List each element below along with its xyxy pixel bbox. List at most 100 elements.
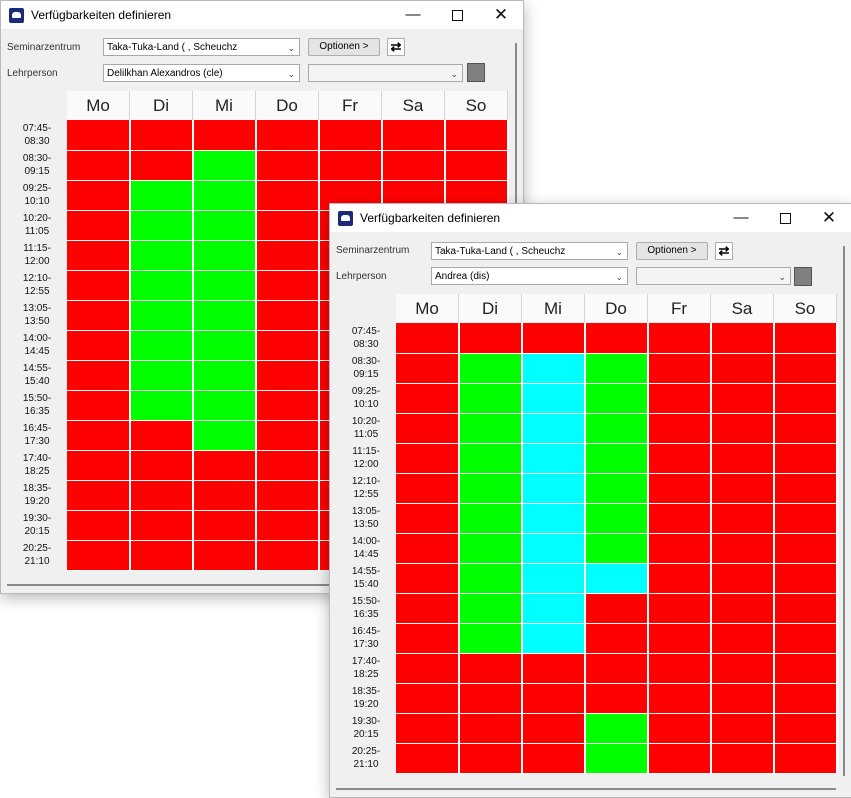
availability-cell[interactable] (710, 593, 775, 624)
availability-cell[interactable] (396, 323, 460, 354)
availability-cell[interactable] (396, 383, 460, 414)
availability-cell[interactable] (396, 533, 460, 564)
availability-cell[interactable] (67, 510, 131, 541)
availability-cell[interactable] (647, 473, 712, 504)
availability-cell[interactable] (584, 413, 649, 444)
availability-cell[interactable] (129, 420, 194, 451)
optionen-button[interactable]: Optionen > (636, 242, 708, 260)
availability-cell[interactable] (710, 503, 775, 534)
maximize-button[interactable] (435, 1, 479, 29)
availability-cell[interactable] (67, 210, 131, 241)
availability-cell[interactable] (381, 150, 446, 181)
availability-cell[interactable] (584, 593, 649, 624)
availability-cell[interactable] (396, 593, 460, 624)
availability-cell[interactable] (710, 623, 775, 654)
availability-cell[interactable] (647, 623, 712, 654)
availability-cell[interactable] (67, 540, 131, 571)
availability-cell[interactable] (67, 420, 131, 451)
availability-cell[interactable] (318, 150, 383, 181)
availability-cell[interactable] (255, 450, 320, 481)
maximize-button[interactable] (763, 204, 807, 232)
availability-cell[interactable] (67, 240, 131, 271)
availability-cell[interactable] (458, 323, 523, 354)
availability-cell[interactable] (255, 120, 320, 151)
availability-cell[interactable] (458, 743, 523, 774)
availability-cell[interactable] (521, 503, 586, 534)
availability-cell[interactable] (584, 503, 649, 534)
availability-cell[interactable] (396, 743, 460, 774)
availability-cell[interactable] (710, 473, 775, 504)
availability-cell[interactable] (773, 353, 838, 384)
day-header[interactable]: Di (458, 294, 522, 323)
availability-cell[interactable] (773, 503, 838, 534)
availability-cell[interactable] (192, 120, 257, 151)
minimize-button[interactable]: — (733, 209, 749, 226)
availability-cell[interactable] (710, 443, 775, 474)
color-swatch[interactable] (794, 267, 812, 286)
availability-cell[interactable] (458, 623, 523, 654)
availability-cell[interactable] (584, 473, 649, 504)
availability-cell[interactable] (458, 383, 523, 414)
availability-cell[interactable] (129, 450, 194, 481)
availability-cell[interactable] (773, 473, 838, 504)
day-header[interactable]: Mi (521, 294, 585, 323)
availability-cell[interactable] (67, 360, 131, 391)
availability-cell[interactable] (129, 360, 194, 391)
color-swatch[interactable] (467, 63, 485, 82)
availability-cell[interactable] (647, 683, 712, 714)
availability-cell[interactable] (396, 683, 460, 714)
availability-cell[interactable] (710, 743, 775, 774)
horizontal-scrollbar[interactable] (336, 788, 836, 790)
availability-cell[interactable] (458, 533, 523, 564)
availability-cell[interactable] (521, 563, 586, 594)
availability-cell[interactable] (192, 270, 257, 301)
availability-cell[interactable] (458, 713, 523, 744)
availability-cell[interactable] (129, 330, 194, 361)
availability-cell[interactable] (584, 353, 649, 384)
availability-cell[interactable] (255, 300, 320, 331)
day-header[interactable]: Fr (647, 294, 711, 323)
day-header[interactable]: Sa (710, 294, 774, 323)
availability-cell[interactable] (521, 593, 586, 624)
availability-cell[interactable] (710, 563, 775, 594)
availability-cell[interactable] (192, 480, 257, 511)
availability-cell[interactable] (67, 120, 131, 151)
availability-cell[interactable] (192, 180, 257, 211)
availability-cell[interactable] (396, 473, 460, 504)
availability-cell[interactable] (192, 450, 257, 481)
availability-cell[interactable] (255, 180, 320, 211)
availability-cell[interactable] (710, 713, 775, 744)
availability-cell[interactable] (129, 480, 194, 511)
availability-cell[interactable] (521, 353, 586, 384)
availability-cell[interactable] (458, 413, 523, 444)
availability-cell[interactable] (192, 150, 257, 181)
availability-cell[interactable] (521, 623, 586, 654)
availability-cell[interactable] (129, 510, 194, 541)
availability-cell[interactable] (521, 473, 586, 504)
availability-cell[interactable] (458, 473, 523, 504)
availability-cell[interactable] (192, 300, 257, 331)
availability-cell[interactable] (773, 383, 838, 414)
availability-cell[interactable] (584, 683, 649, 714)
availability-cell[interactable] (255, 510, 320, 541)
availability-cell[interactable] (458, 683, 523, 714)
availability-cell[interactable] (647, 593, 712, 624)
availability-cell[interactable] (381, 120, 446, 151)
availability-cell[interactable] (773, 563, 838, 594)
title-bar[interactable]: Verfügbarkeiten definieren — ✕ (1, 1, 523, 29)
availability-cell[interactable] (192, 420, 257, 451)
availability-cell[interactable] (773, 623, 838, 654)
availability-cell[interactable] (458, 443, 523, 474)
availability-cell[interactable] (647, 443, 712, 474)
optionen-button[interactable]: Optionen > (308, 38, 380, 56)
availability-cell[interactable] (396, 563, 460, 594)
availability-cell[interactable] (458, 503, 523, 534)
secondary-select[interactable]: ⌄ (636, 267, 791, 285)
availability-cell[interactable] (396, 713, 460, 744)
availability-cell[interactable] (67, 450, 131, 481)
lehrperson-select[interactable]: Andrea (dis) ⌄ (431, 267, 628, 285)
availability-cell[interactable] (458, 353, 523, 384)
availability-cell[interactable] (773, 323, 838, 354)
seminarzentrum-select[interactable]: Taka-Tuka-Land ( , Scheuchz ⌄ (103, 38, 300, 56)
vertical-scrollbar[interactable] (843, 246, 845, 776)
